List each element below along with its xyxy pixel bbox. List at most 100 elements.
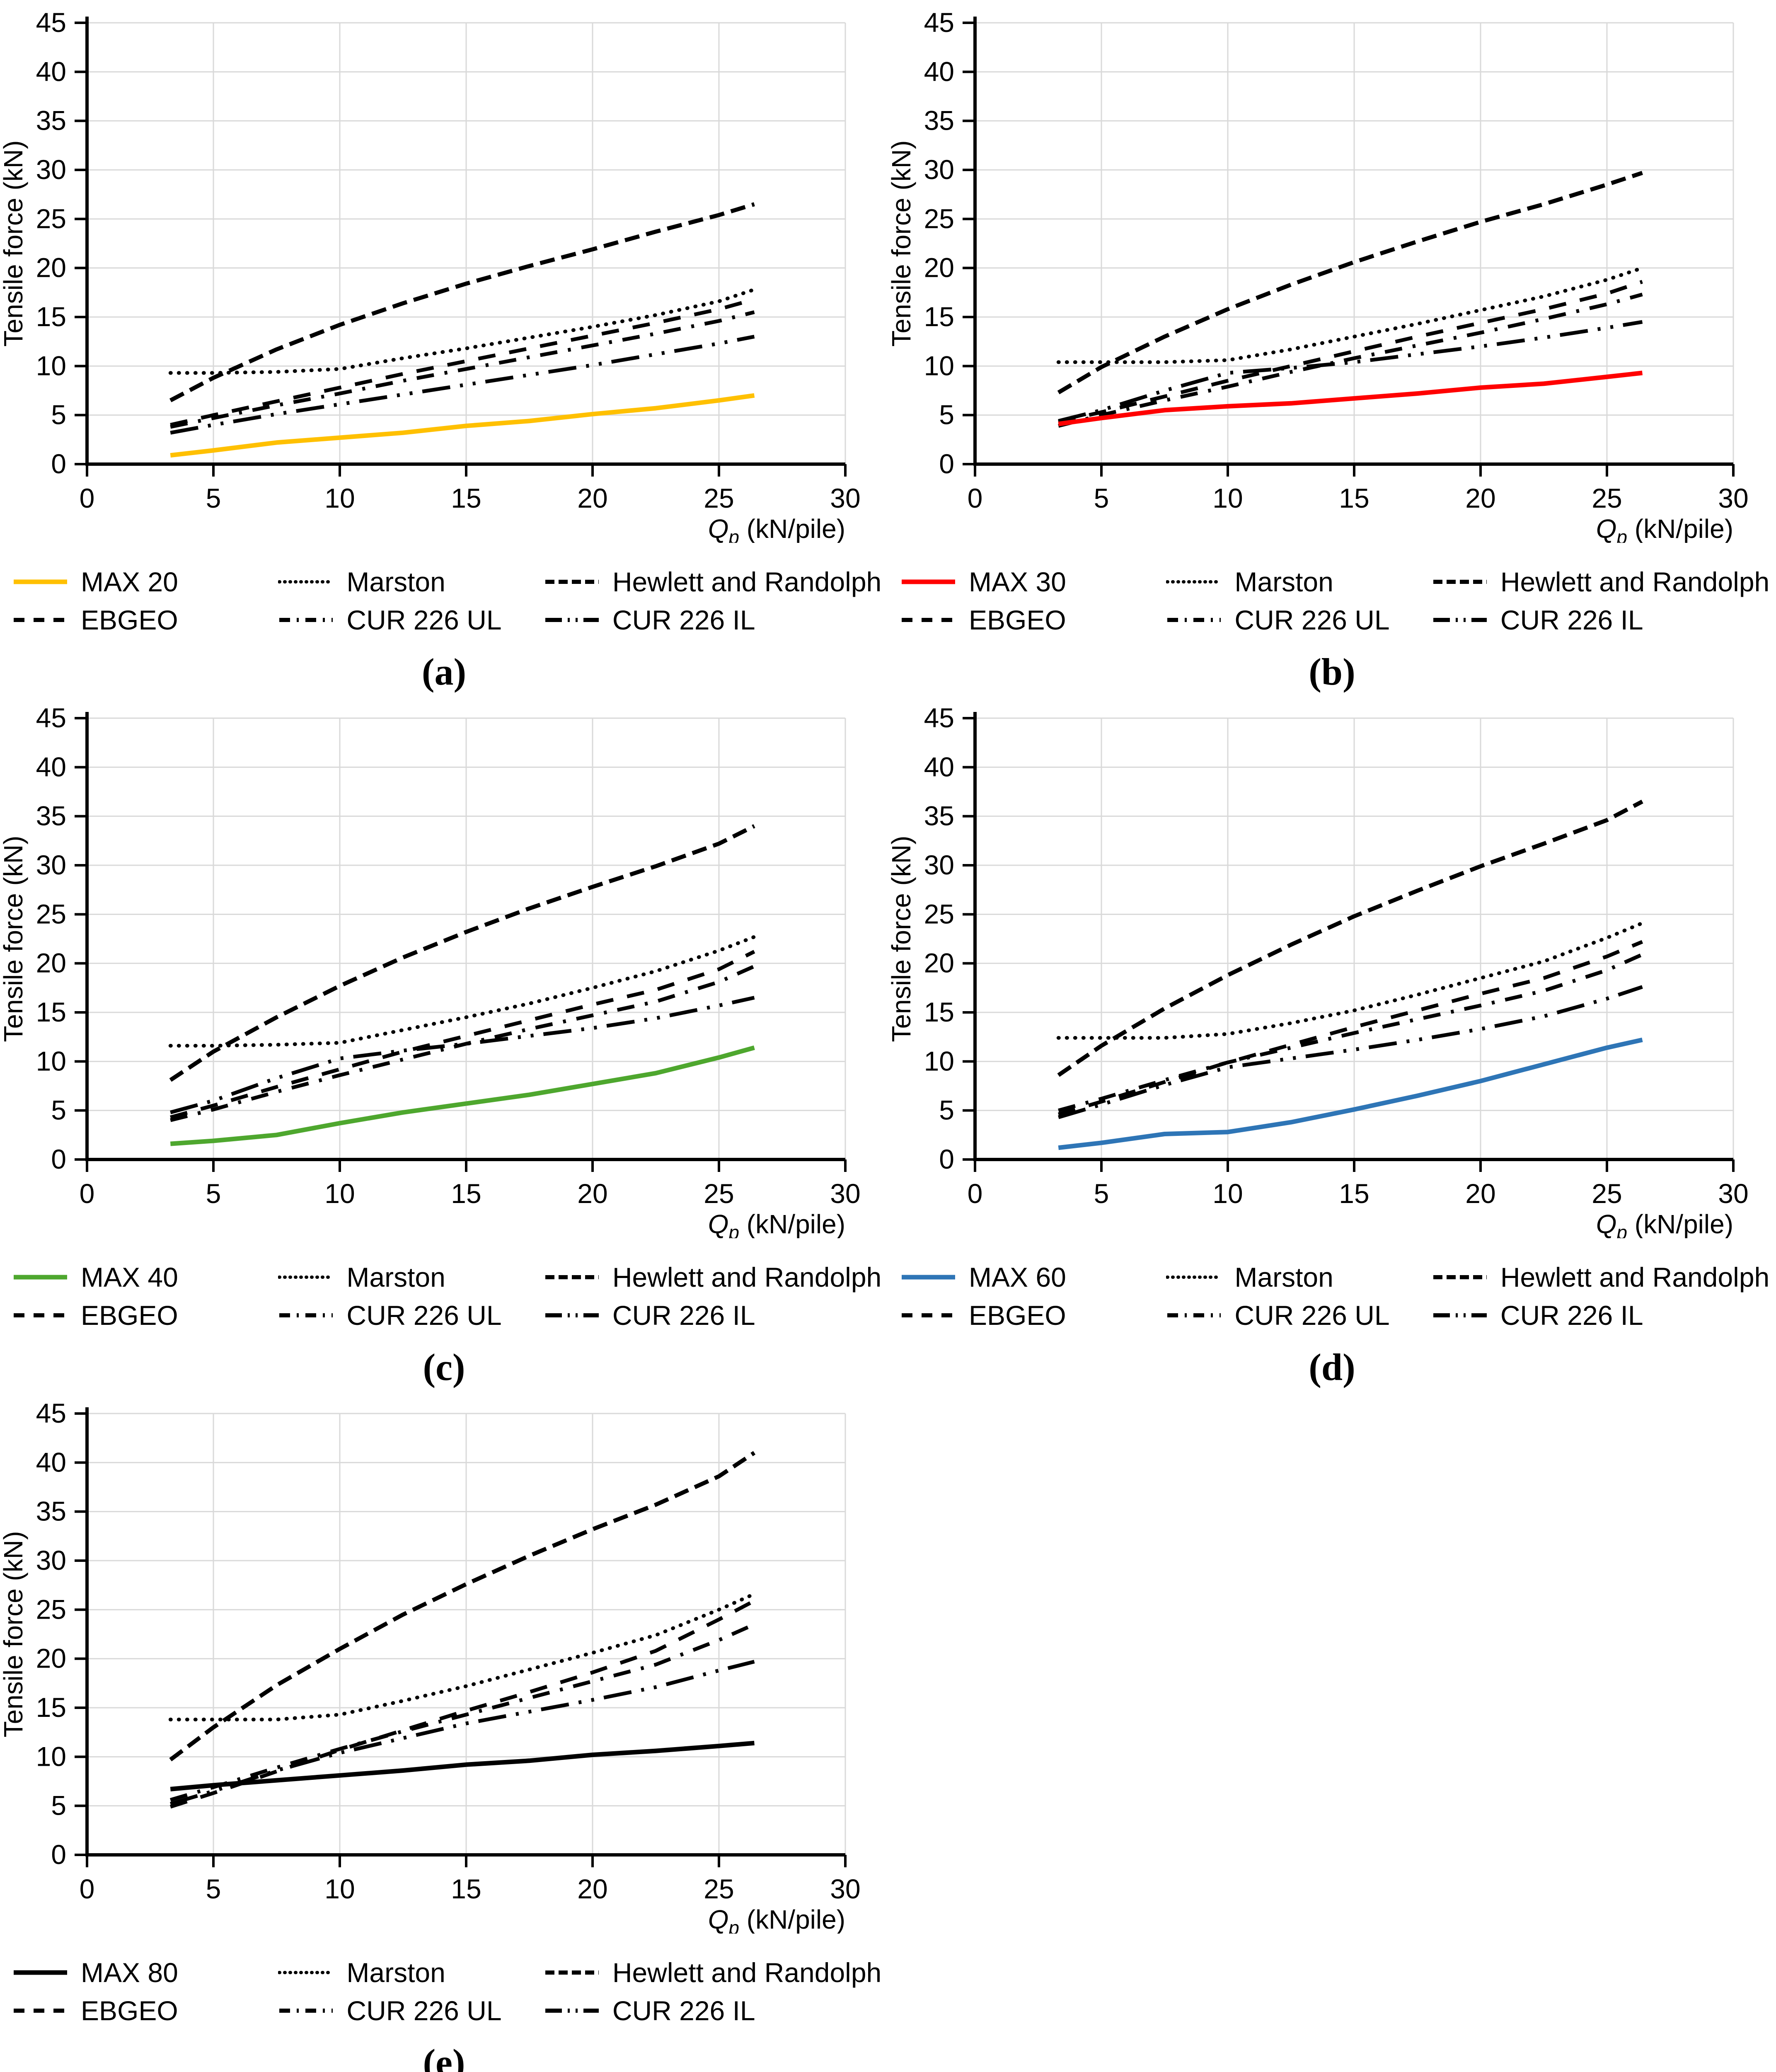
x-axis-title-rest: (kN/pile) xyxy=(1627,514,1733,543)
x-tick-label: 15 xyxy=(451,1874,481,1904)
x-tick-label: 5 xyxy=(206,1874,221,1904)
x-tick-label: 5 xyxy=(1094,483,1109,513)
legend-label: Marston xyxy=(1234,1262,1333,1293)
y-tick-label: 15 xyxy=(36,301,66,332)
x-tick-label: 0 xyxy=(80,1178,95,1209)
y-tick-label: 0 xyxy=(939,1144,954,1174)
x-tick-label: 30 xyxy=(1718,483,1748,513)
y-tick-label: 45 xyxy=(36,702,66,733)
series-line-ebgeo xyxy=(1058,940,1643,1116)
y-tick-label: 0 xyxy=(51,448,66,479)
x-tick-label: 15 xyxy=(451,483,481,513)
legend-item-cur-226-ul: CUR 226 UL xyxy=(278,1296,544,1334)
chart-c-caption: (c) xyxy=(0,1345,888,1389)
legend-label: CUR 226 IL xyxy=(1500,605,1643,635)
chart-a-legend: MAX 20 Marston Hewlett and Randolph EBGEO CU… xyxy=(12,563,884,639)
legend-line-sample xyxy=(14,1313,67,1317)
chart-d-caption: (d) xyxy=(888,1345,1776,1389)
x-tick-label: 0 xyxy=(80,1874,95,1904)
x-axis-title-q: Q xyxy=(1596,514,1617,543)
x-tick-label: 15 xyxy=(1339,483,1369,513)
y-tick-label: 20 xyxy=(36,1643,66,1674)
x-tick-label: 20 xyxy=(1465,483,1495,513)
y-tick-label: 0 xyxy=(51,1839,66,1870)
legend-line-sample xyxy=(902,1275,955,1280)
series-line-cur-226-il xyxy=(1058,320,1643,423)
legend-item-cur-226-ul: CUR 226 UL xyxy=(278,601,544,639)
legend-item-hewlett-and-randolph: Hewlett and Randolph xyxy=(544,1953,884,1992)
x-tick-label: 15 xyxy=(1339,1178,1369,1209)
y-tick-label: 20 xyxy=(36,252,66,283)
series-line-max-60 xyxy=(1058,1037,1643,1150)
y-axis-title: Tensile force (kN) xyxy=(0,836,28,1042)
legend-item-marston: Marston xyxy=(1166,1258,1432,1296)
x-tick-label: 30 xyxy=(830,1178,860,1209)
x-tick-label: 30 xyxy=(1718,1178,1748,1209)
x-axis-title-sub: p xyxy=(1616,526,1627,543)
chart-c: 0 5 10 15 20 25 30 35 40 45 0 5 10 15 20 25 30 Tensile fo… xyxy=(0,695,888,1391)
legend-label: MAX 80 xyxy=(81,1957,178,1988)
chart-b-legend: MAX 30 Marston Hewlett and Randolph EBGEO CU… xyxy=(900,563,1772,639)
x-tick-label: 5 xyxy=(1094,1178,1109,1209)
x-tick-label: 20 xyxy=(577,1178,607,1209)
series-line-max-40 xyxy=(170,1045,755,1146)
series-line-cur-226-ul xyxy=(170,964,755,1122)
series-line-marston xyxy=(168,288,756,375)
y-tick-label: 25 xyxy=(924,203,954,234)
y-tick-label: 30 xyxy=(924,850,954,880)
legend-line-sample xyxy=(902,579,955,584)
series-line-cur-226-ul xyxy=(170,1622,755,1802)
chart-e: 0 5 10 15 20 25 30 35 40 45 0 5 10 15 20 25 30 Tensile fo… xyxy=(0,1391,888,2072)
legend-label: Marston xyxy=(346,1262,445,1293)
x-axis-title-sub: p xyxy=(728,1222,739,1238)
legend-label: Marston xyxy=(346,566,445,597)
series-line-hewlett-and-randolph xyxy=(169,1451,756,1762)
legend-label: MAX 60 xyxy=(969,1262,1066,1293)
x-tick-label: 30 xyxy=(830,483,860,513)
x-tick-label: 5 xyxy=(206,1178,221,1209)
series-line-cur-226-il xyxy=(1058,985,1643,1119)
chart-b: 0 5 10 15 20 25 30 35 40 45 0 5 10 15 20 25 30 Tensile fo… xyxy=(888,0,1776,695)
legend-item-ebgeo: EBGEO xyxy=(12,1296,278,1334)
y-tick-label: 10 xyxy=(36,1741,66,1772)
legend-line-sample xyxy=(278,1276,334,1279)
legend-line-sample xyxy=(545,1970,599,1975)
x-tick-label: 0 xyxy=(80,483,95,513)
y-tick-label: 45 xyxy=(36,1398,66,1428)
legend-label: Hewlett and Randolph xyxy=(612,1262,882,1293)
x-tick-label: 25 xyxy=(704,483,734,513)
x-axis-title-rest: (kN/pile) xyxy=(739,1905,845,1934)
legend-label: CUR 226 IL xyxy=(612,1300,755,1331)
legend-line-sample xyxy=(902,1313,955,1317)
legend-line-sample xyxy=(1433,580,1487,584)
legend-item-cur-226-ul: CUR 226 UL xyxy=(1166,601,1432,639)
y-tick-label: 45 xyxy=(36,7,66,38)
x-tick-label: 10 xyxy=(1212,1178,1243,1209)
legend-label: CUR 226 IL xyxy=(612,1995,755,2026)
x-axis-title-sub: p xyxy=(728,1917,739,1934)
legend-item-cur-226-il: CUR 226 IL xyxy=(544,1296,884,1334)
legend-line-sample xyxy=(545,1275,599,1279)
x-axis-title: Qp (kN/pile) xyxy=(708,1209,845,1238)
empty-cell xyxy=(888,1391,1776,2072)
legend-item-ebgeo: EBGEO xyxy=(12,1992,278,2030)
y-tick-label: 0 xyxy=(939,448,954,479)
x-tick-label: 15 xyxy=(451,1178,481,1209)
y-tick-label: 0 xyxy=(51,1144,66,1174)
y-tick-label: 5 xyxy=(51,1790,66,1821)
legend-line-sample xyxy=(14,1970,67,1975)
legend-label: EBGEO xyxy=(969,605,1066,635)
chart-d: 0 5 10 15 20 25 30 35 40 45 0 5 10 15 20 25 30 Tensile fo… xyxy=(888,695,1776,1391)
chart-d-legend: MAX 60 Marston Hewlett and Randolph EBGEO CU… xyxy=(900,1258,1772,1334)
caption-label: (d) xyxy=(1309,1346,1355,1388)
legend-line-sample xyxy=(1166,1276,1222,1279)
legend-line-sample xyxy=(545,580,599,584)
series-line-cur-226-il xyxy=(170,996,755,1114)
x-axis-title-q: Q xyxy=(708,514,729,543)
legend-label: Hewlett and Randolph xyxy=(1500,1262,1770,1293)
series-line-cur-226-il xyxy=(170,1660,755,1806)
legend-line-sample xyxy=(1167,618,1221,622)
legend-item-marston: Marston xyxy=(1166,563,1432,601)
y-tick-label: 35 xyxy=(36,105,66,136)
series-line-max-20 xyxy=(170,393,755,458)
